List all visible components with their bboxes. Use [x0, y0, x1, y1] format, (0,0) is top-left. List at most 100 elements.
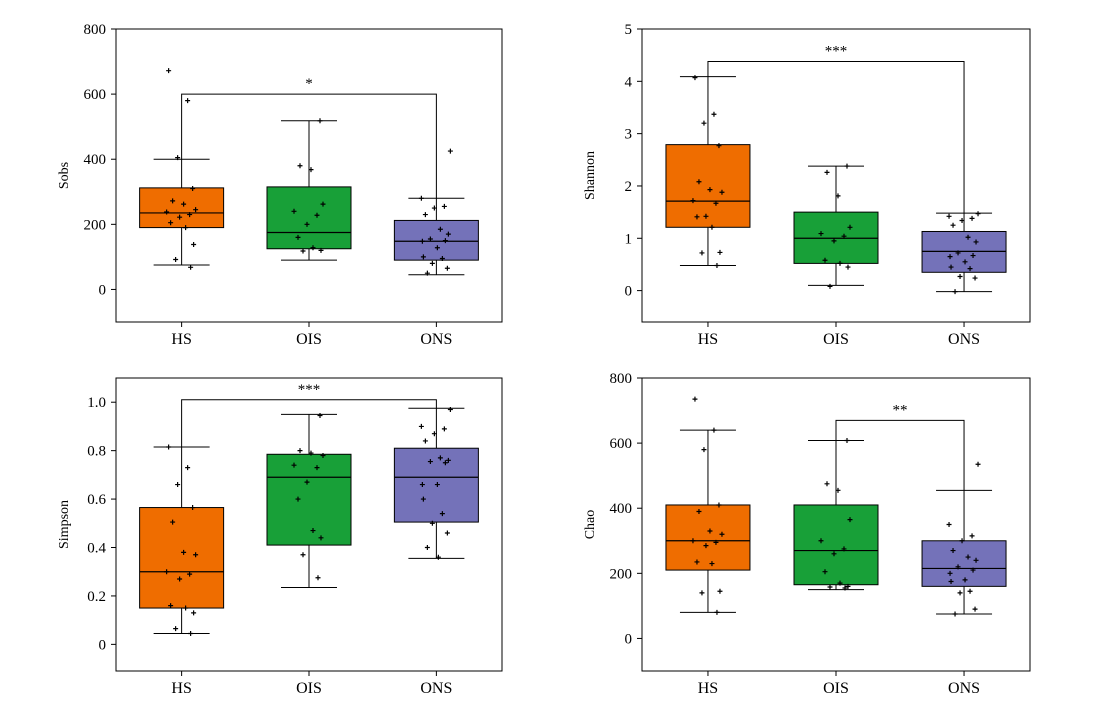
data-point: [947, 254, 953, 260]
data-point: [719, 189, 725, 195]
data-point: [818, 538, 824, 544]
data-point: [970, 253, 976, 259]
box-ois: [266, 186, 352, 250]
significance-bracket: [707, 60, 965, 214]
data-point: [844, 163, 850, 169]
data-point: [841, 233, 847, 239]
data-point: [420, 496, 426, 502]
data-point: [717, 249, 723, 255]
data-point: [291, 462, 297, 468]
data-point: [427, 459, 433, 465]
x-tick-label: HS: [698, 680, 718, 697]
x-tick-label: OIS: [296, 331, 322, 348]
data-point: [444, 530, 450, 536]
data-point: [970, 567, 976, 573]
y-tick-label: 3: [625, 127, 633, 143]
data-point: [959, 217, 965, 223]
data-point: [699, 590, 705, 596]
data-point: [447, 148, 453, 154]
y-tick-label: 400: [84, 152, 107, 168]
data-point: [845, 583, 851, 589]
y-tick-label: 0.8: [87, 444, 106, 460]
data-point: [969, 533, 975, 539]
data-point: [418, 423, 424, 429]
y-tick-label: 1: [625, 231, 633, 247]
data-point: [711, 427, 717, 433]
data-point: [320, 201, 326, 207]
data-point: [719, 531, 725, 537]
data-point: [822, 569, 828, 575]
data-point: [164, 209, 170, 215]
y-tick-label: 200: [84, 217, 107, 233]
data-point: [304, 221, 310, 227]
data-point: [444, 265, 450, 271]
data-point: [692, 396, 698, 402]
data-point: [701, 120, 707, 126]
significance-label: **: [893, 402, 908, 418]
data-point: [424, 545, 430, 551]
data-point: [847, 224, 853, 230]
data-point: [952, 289, 958, 295]
data-point: [973, 557, 979, 563]
significance-label: *: [305, 76, 313, 92]
data-point: [947, 570, 953, 576]
data-point: [842, 585, 848, 591]
data-point: [714, 609, 720, 615]
data-point: [714, 262, 720, 268]
data-point: [962, 577, 968, 583]
data-point: [709, 561, 715, 567]
data-point: [701, 447, 707, 453]
data-point: [317, 413, 323, 419]
data-point: [314, 465, 320, 471]
data-point: [822, 257, 828, 263]
data-point: [181, 201, 187, 207]
data-point: [713, 200, 719, 206]
data-point: [170, 519, 176, 525]
data-point: [959, 538, 965, 544]
data-point: [191, 610, 197, 616]
box-hs: [665, 144, 751, 228]
box-ons: [921, 540, 1007, 587]
data-point: [177, 214, 183, 220]
x-tick-label: HS: [171, 680, 191, 697]
data-point: [427, 236, 433, 242]
y-tick-label: 0: [625, 284, 633, 300]
significance-label: ***: [298, 382, 321, 398]
data-point: [295, 496, 301, 502]
data-point: [831, 238, 837, 244]
data-point: [831, 551, 837, 557]
chart-panel-simpson: 0 0.2 0.4 0.6 0.8 1.0 Simpson HS OIS ONS ***: [57, 377, 503, 697]
data-point: [431, 431, 437, 437]
data-point: [837, 260, 843, 266]
data-point: [424, 270, 430, 276]
data-point: [948, 264, 954, 270]
data-point: [422, 212, 428, 218]
data-point: [950, 222, 956, 228]
data-point: [827, 283, 833, 289]
data-point: [975, 211, 981, 217]
data-point: [442, 238, 448, 244]
y-tick-label: 5: [625, 22, 633, 38]
y-tick-label: 600: [84, 87, 107, 103]
data-point: [297, 448, 303, 454]
data-point: [183, 225, 189, 231]
data-point: [445, 457, 451, 463]
data-point: [975, 461, 981, 467]
y-tick-label: 400: [610, 501, 633, 517]
data-point: [173, 626, 179, 632]
data-point: [164, 569, 170, 575]
x-tick-label: ONS: [420, 331, 452, 348]
data-point: [188, 630, 194, 636]
data-point: [420, 254, 426, 260]
data-point: [952, 611, 958, 617]
data-point: [315, 575, 321, 581]
y-tick-label: 2: [625, 179, 633, 195]
box-ois: [266, 453, 352, 546]
data-point: [946, 522, 952, 527]
data-point: [166, 68, 172, 74]
data-point: [844, 438, 850, 444]
data-point: [711, 111, 717, 117]
data-point: [295, 234, 301, 240]
box-hs: [139, 507, 225, 609]
data-point: [431, 205, 437, 211]
